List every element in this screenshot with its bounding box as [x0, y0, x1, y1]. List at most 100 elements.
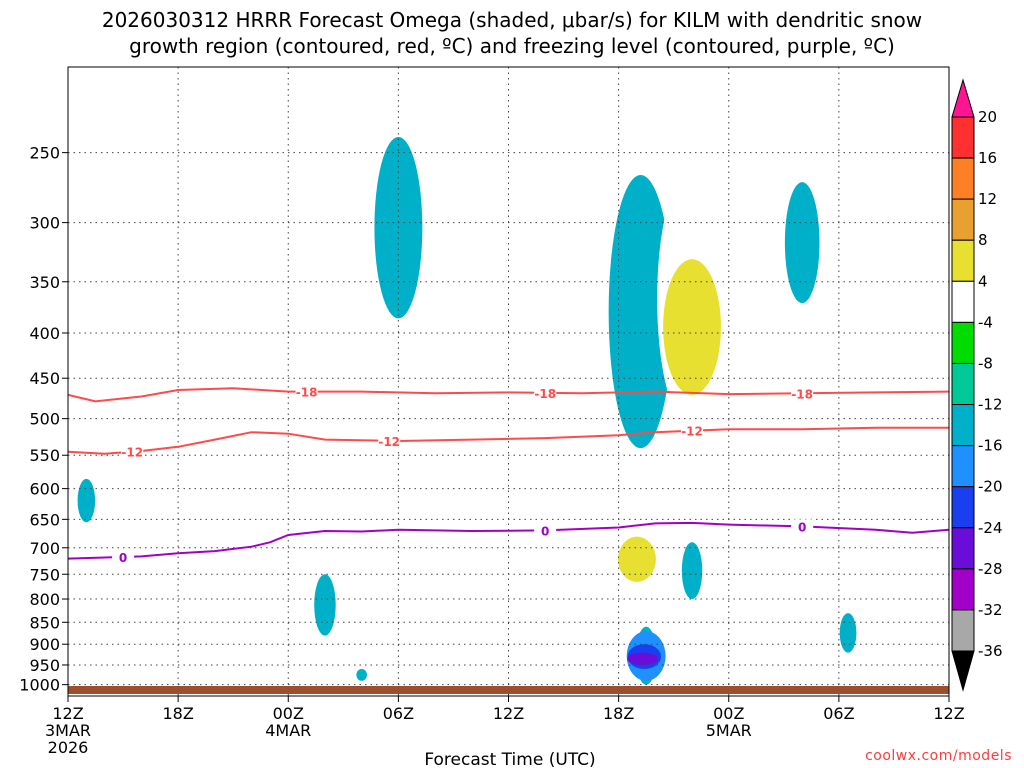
- contour-label-0-0: -18: [296, 386, 318, 400]
- colorbar-label-8: -16: [978, 437, 1003, 455]
- contour-label-bg-1-2: [681, 423, 704, 438]
- colorbar-label-12: -32: [978, 601, 1003, 619]
- ground-surface-bar: [68, 686, 949, 694]
- credit-text: coolwx.com/models: [865, 748, 1012, 764]
- omega-region-8: [77, 478, 96, 523]
- x-tick-label-2: 00Z: [273, 704, 304, 723]
- contour-label-1-1: -12: [378, 435, 400, 449]
- y-tick-label-450: 450: [29, 369, 60, 388]
- plot-area: -18 -18 -18 -12 -12 -12 0 0 0: [67, 66, 950, 697]
- contour-label-bg-0-1: [534, 385, 557, 400]
- colorbar-bin-10: [951, 486, 975, 529]
- colorbar-label-7: -12: [978, 396, 1003, 414]
- colorbar-label-9: -20: [978, 478, 1003, 496]
- y-tick-label-750: 750: [29, 565, 60, 584]
- colorbar-bin-12: [951, 568, 975, 611]
- x-tick-date-2: 4MAR: [265, 721, 311, 740]
- omega-region-18: [676, 635, 690, 661]
- omega-region-10: [618, 536, 656, 582]
- colorbar-bin-4: [951, 239, 975, 282]
- x-tick-label-5: 18Z: [603, 704, 634, 723]
- colorbar-label-10: -24: [978, 519, 1003, 537]
- y-tick-label-500: 500: [29, 410, 60, 429]
- contour-label-bg-0-2: [791, 386, 814, 401]
- x-tick-date-0: 3MAR: [45, 721, 91, 740]
- contour-label-1-2: -12: [681, 425, 703, 439]
- omega-colorbar: 20 16 12 8 4 -4 -8 -12 -16 -20 -24 -28 -32 -36: [951, 78, 1003, 692]
- x-tick-label-7: 06Z: [823, 704, 854, 723]
- x-tick-label-4: 12Z: [493, 704, 524, 723]
- y-tick-label-250: 250: [29, 144, 60, 163]
- colorbar-bin-7: [951, 362, 975, 406]
- y-tick-label-900: 900: [29, 635, 60, 654]
- colorbar-label-13: -36: [978, 642, 1003, 660]
- x-tick-label-1: 18Z: [162, 704, 193, 723]
- contour-label-2-2: 0: [798, 520, 806, 534]
- omega-region-7: [385, 410, 412, 492]
- colorbar-bin-3: [951, 198, 975, 241]
- x-axis-label: Forecast Time (UTC): [424, 750, 595, 768]
- y-tick-label-600: 600: [29, 480, 60, 499]
- y-tick-label-550: 550: [29, 446, 60, 465]
- omega-region-13: [839, 613, 857, 653]
- contour-line-0: [67, 387, 950, 403]
- contour-label-2-1: 0: [541, 524, 549, 538]
- contour-label-0-1: -18: [534, 387, 556, 401]
- colorbar-label-11: -28: [978, 560, 1003, 578]
- x-tick-year-0: 2026: [48, 738, 89, 757]
- colorbar-bin-8: [951, 404, 975, 447]
- omega-region-19: [356, 668, 367, 681]
- y-tick-label-650: 650: [29, 510, 60, 529]
- contour-line-2: [67, 521, 950, 560]
- omega-region-4: [784, 182, 820, 304]
- colorbar-label-3: 8: [978, 231, 988, 249]
- colorbar-top-arrow: [951, 78, 975, 118]
- chart-title-line1: 2026030312 HRRR Forecast Omega (shaded, …: [102, 8, 922, 32]
- colorbar-bottom-arrow: [951, 650, 975, 692]
- y-tick-label-850: 850: [29, 613, 60, 632]
- x-tick-label-0: 12Z: [52, 704, 83, 723]
- colorbar-bin-6: [951, 321, 975, 364]
- omega-region-5: [95, 360, 114, 407]
- colorbar-label-1: 16: [978, 149, 997, 167]
- contour-label-bg-2-0: [112, 549, 135, 564]
- colorbar-label-0: 20: [978, 108, 997, 126]
- colorbar-bin-2: [951, 157, 975, 200]
- colorbar-bin-5: [951, 280, 975, 323]
- y-axis-ticks: 250 300 350 400 450 500 550 600 650 700 750 800 850 9…: [19, 144, 68, 695]
- x-tick-label-3: 06Z: [383, 704, 414, 723]
- x-tick-date-6: 5MAR: [706, 721, 752, 740]
- omega-region-12: [314, 574, 336, 636]
- colorbar-label-4: 4: [978, 272, 988, 290]
- omega-region-1: [608, 174, 673, 449]
- contour-label-bg-1-0: [121, 444, 144, 459]
- contour-label-bg-2-2: [791, 519, 814, 534]
- contour-label-1-0: -12: [121, 446, 143, 460]
- x-tick-label-8: 12Z: [933, 704, 964, 723]
- y-tick-label-800: 800: [29, 590, 60, 609]
- colorbar-label-6: -8: [978, 354, 993, 372]
- omega-region-11: [681, 542, 703, 600]
- contour-label-2-0: 0: [119, 551, 127, 565]
- y-tick-label-950: 950: [29, 656, 60, 675]
- contour-label-bg-2-1: [534, 523, 557, 538]
- contour-layer: -18 -18 -18 -12 -12 -12 0 0 0: [67, 384, 950, 565]
- x-tick-label-6: 00Z: [713, 704, 744, 723]
- colorbar-bin-13: [951, 609, 975, 652]
- colorbar-label-5: -4: [978, 313, 993, 331]
- y-tick-label-300: 300: [29, 214, 60, 233]
- colorbar-bin-1: [951, 116, 975, 159]
- omega-region-6: [209, 328, 239, 427]
- omega-region-3: [663, 259, 721, 395]
- colorbar-bin-9: [951, 445, 975, 488]
- contour-label-bg-1-1: [378, 433, 401, 448]
- colorbar-label-2: 12: [978, 190, 997, 208]
- y-tick-label-350: 350: [29, 273, 60, 292]
- y-tick-label-1000: 1000: [19, 676, 60, 695]
- grid-lines: [68, 67, 949, 696]
- contour-label-bg-0-0: [295, 384, 318, 399]
- y-tick-label-400: 400: [29, 324, 60, 343]
- omega-region-20: [577, 660, 587, 669]
